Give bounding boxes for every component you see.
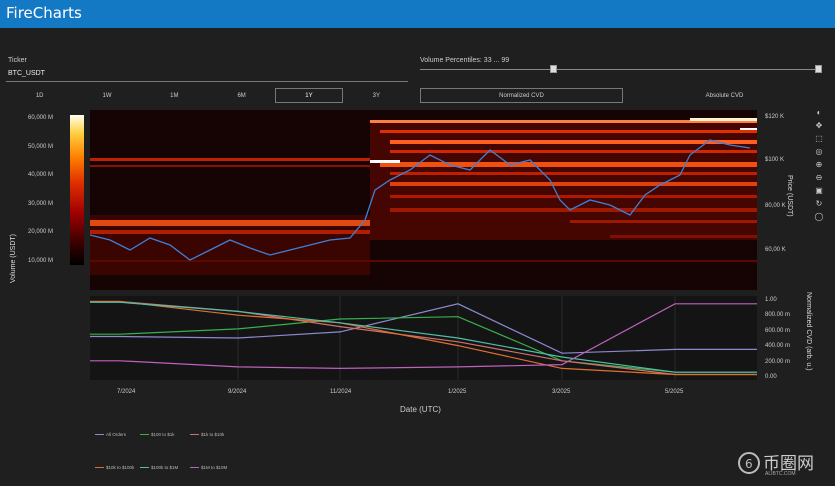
legend-swatch [190,467,199,469]
tab-normalized-cvd[interactable]: Normalized CVD [420,88,623,103]
cvd-mode-tabs: Normalized CVD Absolute CVD [420,88,826,103]
x-tick: 5/2025 [665,389,684,395]
zoom-out-icon[interactable]: ⊖ [815,173,823,182]
percentile-high-handle[interactable] [815,65,822,73]
cvd-series-line [90,316,757,373]
cvd-svg [90,296,757,380]
liquidity-heatmap[interactable] [90,110,757,290]
legend-label: $100k to $1M [151,465,179,470]
heatmap-svg [90,110,757,290]
ticker-value: BTC_USDT [8,70,45,77]
legend-1m-10m[interactable]: $1M to $10M [190,465,227,470]
box-zoom-icon[interactable]: ⬚ [815,134,823,143]
vol-tick: 20,000 M [28,229,54,235]
tab-absolute-cvd[interactable]: Absolute CVD [705,93,744,99]
app-header: FireCharts [0,0,835,28]
watermark-logo-icon: 6 [738,452,760,474]
price-tick: $120 K [765,114,785,120]
legend-label: $100 to $1k [151,432,175,437]
save-icon[interactable]: ▣ [815,186,823,195]
color-icon[interactable]: ◐ [816,108,822,117]
legend-label: $1k to $10k [201,432,225,437]
tab-1d[interactable]: 1D [35,93,44,99]
legend-swatch [95,434,104,436]
vol-tick: 40,000 M [28,172,54,178]
app-title: FireCharts [6,4,82,22]
tab-1y[interactable]: 1Y [275,88,343,103]
price-tick: 80,00 K [765,203,786,209]
percentile-slider[interactable] [420,69,820,70]
legend-all-orders[interactable]: All Orders [95,432,126,437]
x-tick: 1/2025 [448,389,467,395]
hover-icon[interactable]: ◯ [814,212,824,221]
x-axis-label: Date (UTC) [400,405,441,414]
tab-1m[interactable]: 1M [170,93,179,99]
legend-100-1k[interactable]: $100 to $1k [140,432,175,437]
svg-text:6: 6 [745,457,753,471]
x-tick: 7/2024 [117,389,136,395]
vol-tick: 50,000 M [28,144,54,150]
percentiles-label: Volume Percentiles: 33 ... 99 [420,57,510,64]
cvd-series-line [90,301,757,373]
cvd-series-line [90,303,757,354]
reset-icon[interactable]: ↻ [815,199,823,208]
legend-swatch [140,467,149,469]
legend-swatch [140,434,149,436]
price-tick: 60,00 K [765,247,786,253]
x-tick: 3/2025 [552,389,571,395]
price-axis-label: Price (USDT) [786,175,793,217]
watermark: 6 币圈网 ALIBTC.COM [735,447,830,481]
cvd-tick: 600.00 m [765,328,791,334]
legend-label: All Orders [106,432,127,437]
tab-6m[interactable]: 6M [237,93,246,99]
volume-colorbar [70,115,84,265]
volume-axis-label: Volume (USDT) [10,233,17,283]
legend-swatch [95,467,104,469]
legend-label: $1M to $10M [201,465,228,470]
x-tick: 9/2024 [228,389,247,395]
timeframe-tabs: 1D 1W 1M 6M 1Y 3Y [6,88,410,103]
percentile-low-handle[interactable] [550,65,557,73]
cvd-tick: 1.00 [765,297,777,303]
legend-1k-10k[interactable]: $1k to $10k [190,432,224,437]
legend-10k-100k[interactable]: $10k to $100k [95,465,134,470]
cvd-tick: 0.00 [765,374,777,380]
x-tick: 11/2024 [330,389,352,395]
cvd-tick: 400.00 m [765,343,791,349]
legend-100k-1m[interactable]: $100k to $1M [140,465,178,470]
cvd-tick: 800.00 m [765,312,791,318]
vol-tick: 10,000 M [28,258,54,264]
ticker-label: Ticker [8,57,27,64]
wheel-zoom-icon[interactable]: ◎ [815,147,823,156]
cvd-axis-label: Normalized CVD (arb. u.) [805,292,812,371]
cvd-series-line [90,303,757,370]
vol-tick: 60,000 M [28,115,54,121]
pan-icon[interactable]: ✥ [815,121,823,130]
watermark-sub: ALIBTC.COM [765,471,796,477]
legend-label: $10k to $100k [106,465,135,470]
legend-swatch [190,434,199,436]
tab-1w[interactable]: 1W [102,93,112,99]
cvd-tick: 200.00 m [765,359,791,365]
ticker-input[interactable]: BTC_USDT [6,67,408,82]
zoom-in-icon[interactable]: ⊕ [815,160,823,169]
watermark-text: 币圈网 [763,454,814,473]
price-tick: $100 K [765,157,785,163]
vol-tick: 30,000 M [28,201,54,207]
cvd-chart[interactable] [90,296,757,380]
tab-3y[interactable]: 3Y [372,93,380,99]
